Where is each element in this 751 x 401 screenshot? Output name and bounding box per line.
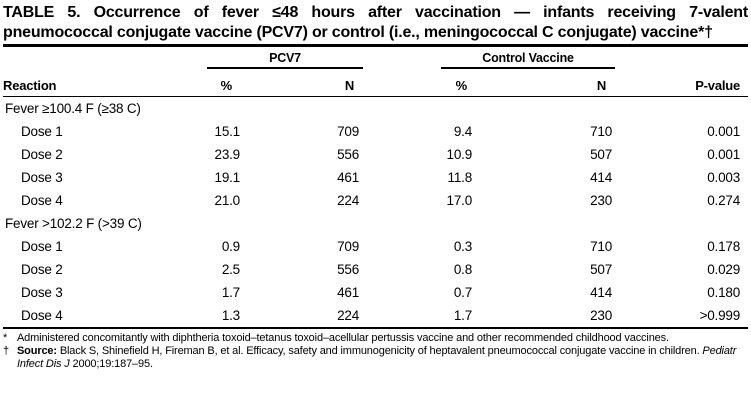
table-row: Dose 4 21.0 224 17.0 230 0.274 xyxy=(3,189,748,212)
pcv7-percent-cell: 2.5 xyxy=(221,262,240,277)
section-row-fever-102: Fever >102.2 F (>39 C) xyxy=(3,212,748,235)
control-percent-cell: 0.8 xyxy=(453,262,473,277)
control-percent-cell: 9.4 xyxy=(453,124,473,139)
footnote-text: Administered concomitantly with diphther… xyxy=(17,332,669,344)
control-n-cell: 710 xyxy=(590,124,613,139)
pcv7-group-underline: PCV7 xyxy=(207,51,364,69)
fever-occurrence-table: PCV7 Control Vaccine Reaction % N % N P-… xyxy=(3,44,749,329)
pcv7-percent-header: % xyxy=(195,69,243,97)
pcv7-n-cell: 224 xyxy=(337,308,360,323)
dose-label: Dose 2 xyxy=(21,262,63,277)
pcv7-percent-cell: 21.0 xyxy=(214,193,241,208)
p-value-cell: >0.999 xyxy=(699,308,741,323)
pcv7-n-cell: 461 xyxy=(337,170,360,185)
control-percent-cell: 0.7 xyxy=(453,285,473,300)
p-value-cell: 0.029 xyxy=(707,262,741,277)
pcv7-percent-cell: 1.7 xyxy=(221,285,240,300)
section-label: Fever >102.2 F (>39 C) xyxy=(5,216,142,231)
dose-label: Dose 3 xyxy=(21,285,63,300)
group-spacer-left xyxy=(3,46,195,70)
p-value-cell: 0.178 xyxy=(707,239,741,254)
column-header-row: Reaction % N % N P-value xyxy=(3,69,749,97)
section-label: Fever ≥100.4 F (≥38 C) xyxy=(5,101,141,116)
control-percent-cell: 0.3 xyxy=(453,239,473,254)
table-page: TABLE 5. Occurrence of fever ≤48 hours a… xyxy=(3,4,749,371)
control-n-cell: 507 xyxy=(590,147,613,162)
control-n-cell: 414 xyxy=(590,170,613,185)
pcv7-percent-cell: 15.1 xyxy=(214,124,241,139)
control-percent-header: % xyxy=(363,69,476,97)
pcv7-percent-cell: 0.9 xyxy=(221,239,240,254)
dose-label: Dose 1 xyxy=(21,239,63,254)
group-header-row: PCV7 Control Vaccine xyxy=(3,46,748,70)
p-value-cell: 0.003 xyxy=(707,170,741,185)
dose-label: Dose 1 xyxy=(21,124,63,139)
pcv7-n-cell: 556 xyxy=(337,262,360,277)
control-group-cell: Control Vaccine xyxy=(363,46,616,69)
dose-label: Dose 2 xyxy=(21,147,63,162)
table-row: Dose 2 23.9 556 10.9 507 0.001 xyxy=(3,143,748,166)
dose-label: Dose 3 xyxy=(21,170,63,185)
p-value-cell: 0.180 xyxy=(707,285,741,300)
pcv7-n-cell: 461 xyxy=(337,285,360,300)
pcv7-n-cell: 224 xyxy=(337,193,360,208)
pcv7-group-cell: PCV7 xyxy=(195,46,364,69)
table-row: Dose 1 15.1 709 9.4 710 0.001 xyxy=(3,120,748,143)
table-row: Dose 1 0.9 709 0.3 710 0.178 xyxy=(3,235,748,258)
control-percent-cell: 11.8 xyxy=(447,170,473,185)
control-percent-cell: 1.7 xyxy=(453,308,473,323)
table-row: Dose 4 1.3 224 1.7 230 >0.999 xyxy=(3,304,748,328)
control-n-cell: 710 xyxy=(590,239,613,254)
citation-tail: 2000;19:187–95. xyxy=(72,358,153,370)
dose-label: Dose 4 xyxy=(21,308,63,323)
control-n-cell: 414 xyxy=(590,285,613,300)
control-group-label: Control Vaccine xyxy=(482,51,574,65)
dose-label: Dose 4 xyxy=(21,193,63,208)
pcv7-group-label: PCV7 xyxy=(269,51,301,65)
control-group-underline: Control Vaccine xyxy=(441,51,616,69)
group-spacer-right xyxy=(615,46,748,70)
table-row: Dose 3 1.7 461 0.7 414 0.180 xyxy=(3,281,748,304)
pcv7-n-header: N xyxy=(243,69,364,97)
control-n-header: N xyxy=(475,69,616,97)
pcv7-n-cell: 556 xyxy=(337,147,360,162)
footnote-marker: † xyxy=(3,345,9,357)
pcv7-n-cell: 709 xyxy=(337,124,360,139)
pcv7-percent-cell: 23.9 xyxy=(214,147,241,162)
table-row: Dose 2 2.5 556 0.8 507 0.029 xyxy=(3,258,748,281)
footnote-asterisk: * Administered concomitantly with diphth… xyxy=(3,332,748,345)
section-row-fever-100: Fever ≥100.4 F (≥38 C) xyxy=(3,97,748,121)
footnotes: * Administered concomitantly with diphth… xyxy=(3,332,748,371)
footnote-marker: * xyxy=(3,332,8,344)
citation-text: Black S, Shinefield H, Fireman B, et al.… xyxy=(59,345,700,357)
control-percent-cell: 17.0 xyxy=(446,193,473,208)
p-value-cell: 0.001 xyxy=(707,124,741,139)
control-n-cell: 507 xyxy=(590,262,613,277)
table-title: TABLE 5. Occurrence of fever ≤48 hours a… xyxy=(3,4,748,41)
source-label: Source: xyxy=(17,345,57,357)
journal-name: Pediatr Infect Dis J xyxy=(17,345,737,370)
p-value-header: P-value xyxy=(615,69,749,97)
p-value-cell: 0.001 xyxy=(707,147,741,162)
pcv7-n-cell: 709 xyxy=(337,239,360,254)
control-percent-cell: 10.9 xyxy=(446,147,473,162)
table-row: Dose 3 19.1 461 11.8 414 0.003 xyxy=(3,166,748,189)
reaction-column-header: Reaction xyxy=(3,69,195,97)
footnote-text: Source: Black S, Shinefield H, Fireman B… xyxy=(17,345,748,371)
p-value-cell: 0.274 xyxy=(707,193,741,208)
pcv7-percent-cell: 1.3 xyxy=(221,308,240,323)
pcv7-percent-cell: 19.1 xyxy=(214,170,241,185)
control-n-cell: 230 xyxy=(590,193,613,208)
footnote-dagger: † Source: Black S, Shinefield H, Fireman… xyxy=(3,345,748,371)
control-n-cell: 230 xyxy=(590,308,613,323)
